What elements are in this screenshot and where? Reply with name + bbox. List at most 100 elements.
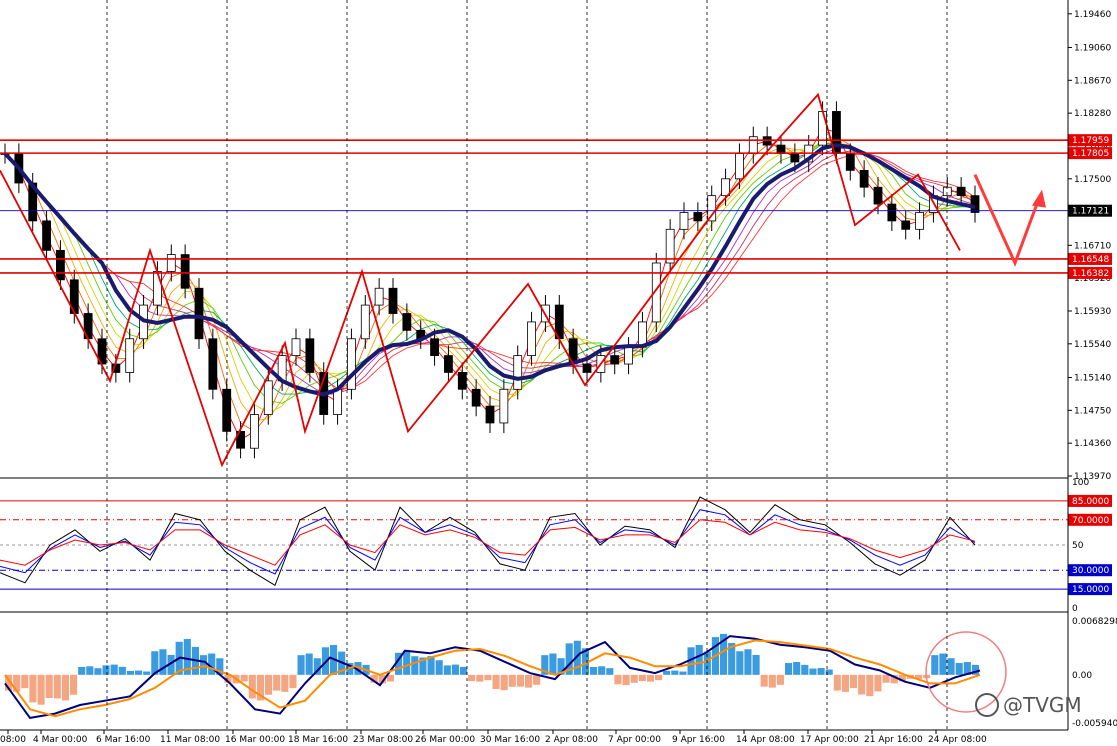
candle-body [153, 271, 162, 306]
time-tick-label: 24 Apr 08:00 [928, 735, 987, 745]
time-tick-label: 18 Mar 16:00 [288, 735, 348, 745]
current-price-tag-label: 1.17121 [1072, 207, 1109, 217]
macd-histogram-bar [573, 640, 581, 675]
level-price-tag [1068, 134, 1112, 147]
macd-histogram-bar [151, 651, 159, 675]
macd-histogram-bar [655, 674, 663, 681]
price-tick-label: 1.14360 [1074, 439, 1111, 449]
level-price-tag [1068, 266, 1112, 279]
macd-histogram-bar [801, 664, 809, 675]
candle-body [194, 287, 204, 340]
macd-histogram-bar [841, 674, 849, 692]
candle-body [735, 153, 744, 180]
candle-body [665, 228, 675, 264]
macd-histogram-bar [78, 666, 86, 675]
candle-body [610, 355, 620, 365]
macd-histogram-bar [581, 648, 589, 675]
time-tick-label: 26 Mar 00:00 [415, 735, 475, 745]
macd-histogram-bar [793, 662, 801, 675]
macd-histogram-bar [70, 674, 78, 695]
price-pane: 1.19460 1.19060 1.18670 1.18280 1.17890 1.175… [0, 10, 1112, 482]
price-tick-label: 1.16320 [1074, 274, 1111, 284]
candle-body [305, 338, 315, 373]
price-tick-label: 1.17890 [1074, 142, 1111, 152]
time-tick-label: 16 Mar 00:00 [225, 735, 285, 745]
macd-series-line [4, 635, 981, 719]
candle-body [721, 178, 730, 197]
candle-body [970, 195, 980, 213]
macd-histogram-bar [61, 674, 69, 701]
time-tick-label: 9 Apr 16:00 [672, 735, 725, 745]
candle-body [402, 313, 412, 331]
macd-histogram-bar [817, 668, 825, 675]
candle-body [776, 144, 786, 154]
time-tick-label: 6 Mar 16:00 [96, 735, 151, 745]
macd-histogram-bar [395, 652, 403, 675]
macd-histogram-bar [126, 670, 134, 675]
osc-scale-label: 0 [1072, 604, 1078, 614]
macd-histogram-bar [183, 639, 191, 675]
macd-histogram-bar [744, 649, 752, 675]
candle-body [527, 321, 536, 357]
macd-histogram-bar [752, 654, 760, 675]
macd-histogram-bar [419, 657, 427, 675]
osc-level-tag-label: 30.0000 [1072, 566, 1109, 576]
macd-histogram-bar [273, 674, 281, 691]
time-tick-label: 4 Mar 00:00 [33, 735, 88, 745]
osc-series-line [0, 496, 976, 587]
macd-scale-label: -0.005940 [1072, 719, 1117, 729]
macd-histogram-bar [533, 674, 541, 685]
macd-histogram-bar [256, 674, 264, 701]
price-tick-label: 1.13970 [1074, 472, 1111, 482]
osc-level-tag [1068, 564, 1112, 577]
macd-histogram-bar [785, 663, 793, 675]
macd-histogram-bar [53, 674, 61, 699]
candle-body [166, 254, 176, 272]
osc-series-line [0, 519, 976, 566]
macd-histogram-bar [435, 660, 443, 675]
macd-histogram-bar [289, 674, 297, 689]
candle-body [471, 388, 481, 407]
macd-histogram-bar [687, 647, 695, 675]
candle-body [125, 338, 135, 373]
osc-level-tag [1068, 513, 1112, 526]
ribbon-ma-line [4, 143, 976, 395]
slow-ma-line [3, 143, 976, 397]
price-tick-label: 1.15540 [1074, 340, 1111, 350]
macd-histogram-bar [971, 664, 979, 675]
projection-arrow-line [973, 173, 1042, 267]
macd-histogram-bar [776, 674, 784, 685]
price-tick-label: 1.14750 [1074, 406, 1111, 416]
macd-histogram-bar [86, 666, 94, 675]
macd-series-line [4, 639, 981, 718]
time-tick-label: 2 Apr 08:00 [545, 735, 598, 745]
macd-histogram-bar [370, 674, 378, 683]
wave-zigzag-line [0, 92, 961, 468]
price-tick-label: 1.15140 [1074, 373, 1111, 383]
watermark-icon [975, 693, 999, 717]
macd-histogram-bar [102, 665, 110, 675]
macd-histogram-bar [297, 655, 305, 675]
price-tick-label: 1.19460 [1074, 10, 1111, 20]
osc-level-tag-label: 15.0000 [1072, 585, 1109, 595]
highlight-circle [925, 631, 1007, 713]
current-price-tag [1068, 204, 1112, 217]
macd-histogram-bar [216, 658, 224, 675]
candle-body [347, 338, 356, 390]
macd-histogram-bar [874, 674, 882, 692]
price-tick-label: 1.16710 [1074, 241, 1111, 251]
macd-histogram-bar [200, 655, 208, 675]
macd-histogram-bar [378, 674, 386, 684]
candle-body [499, 388, 509, 424]
level-price-tag-label: 1.16548 [1072, 255, 1109, 265]
macd-histogram-bar [500, 674, 508, 691]
macd-histogram-bar [866, 674, 874, 697]
candle-body [693, 212, 703, 222]
osc-level-tag-label: 70.0000 [1072, 516, 1109, 526]
price-tick-label: 1.18280 [1074, 109, 1111, 119]
macd-pane: 0.0068298 0.00 -0.005940 [4, 617, 1117, 729]
macd-histogram-bar [313, 658, 321, 675]
macd-histogram-bar [541, 655, 549, 675]
macd-histogram-bar [265, 674, 273, 695]
macd-histogram-bar [915, 674, 923, 680]
